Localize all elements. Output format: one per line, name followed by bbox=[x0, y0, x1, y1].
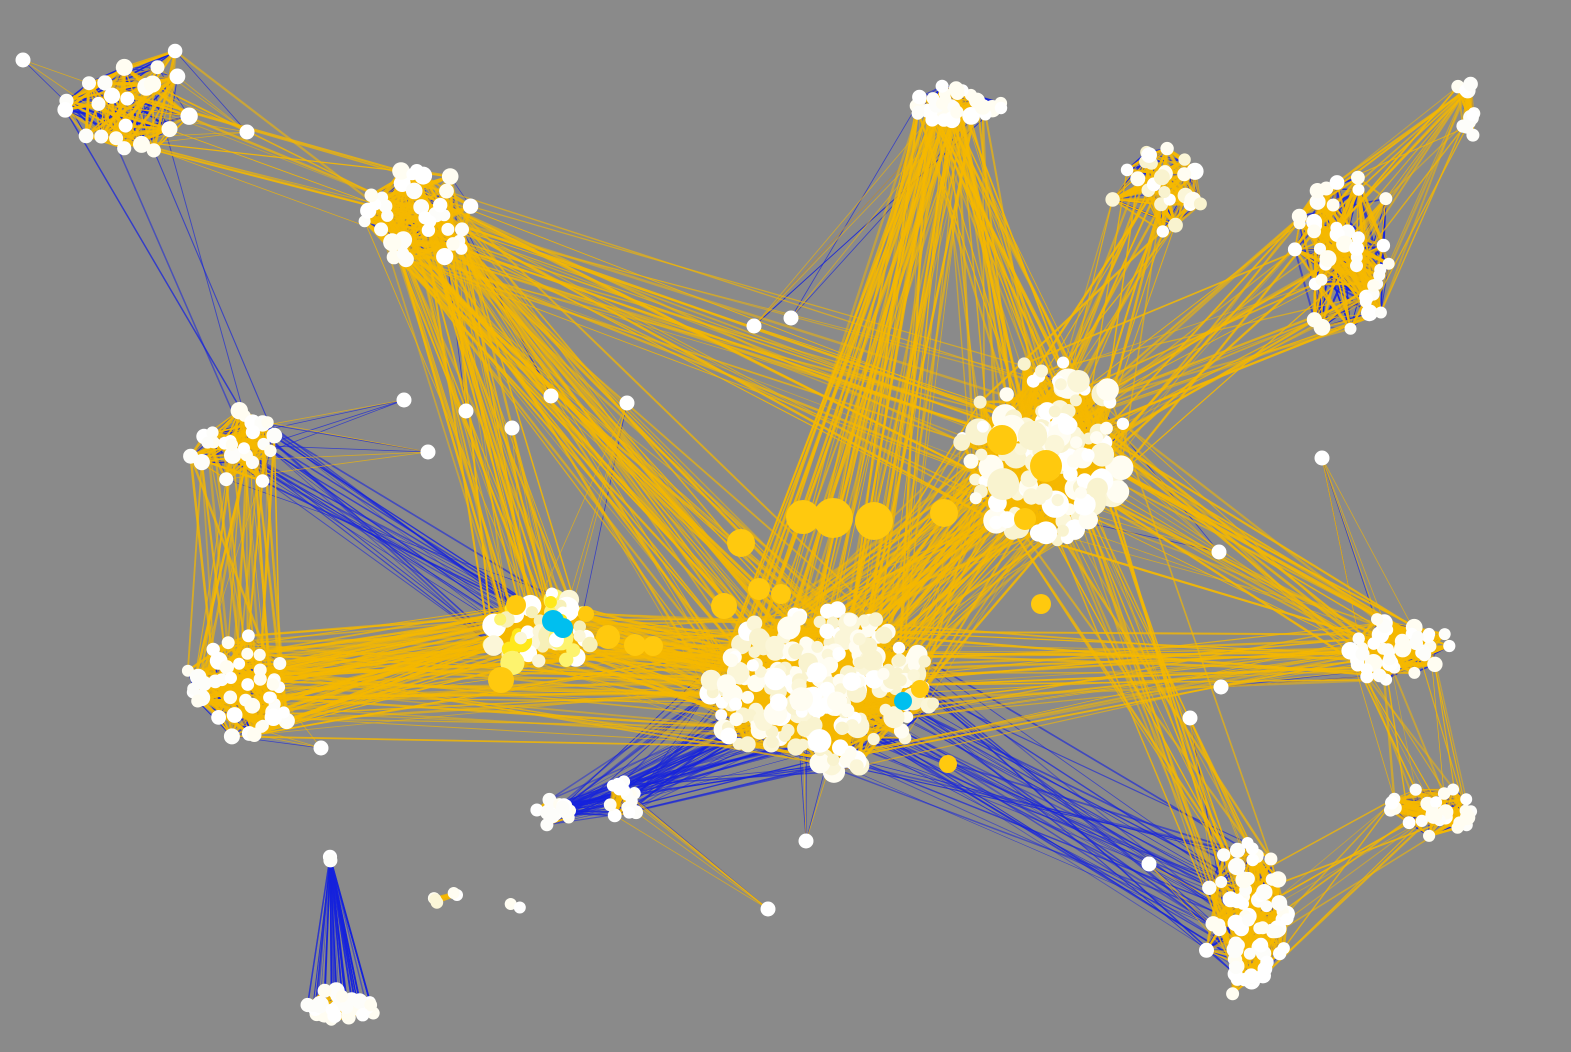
graph-edge bbox=[152, 83, 246, 416]
graph-edge bbox=[628, 764, 832, 814]
graph-edge bbox=[153, 150, 275, 436]
graph-edge bbox=[104, 66, 158, 84]
graph-edge bbox=[329, 860, 353, 1000]
graph-edge bbox=[323, 860, 332, 991]
graph-edge bbox=[851, 725, 1236, 951]
graph-edge bbox=[867, 645, 1259, 901]
graph-edge bbox=[1319, 247, 1358, 259]
graph-edge bbox=[232, 455, 521, 639]
graph-edge bbox=[330, 860, 337, 1007]
graph-edge bbox=[614, 759, 848, 817]
graph-edge bbox=[548, 691, 714, 801]
graph-edge bbox=[329, 860, 356, 1009]
graph-edge bbox=[262, 422, 556, 601]
graph-edge bbox=[85, 75, 178, 137]
graph-edge bbox=[98, 103, 190, 117]
graph-edge bbox=[123, 50, 176, 69]
graph-edge bbox=[315, 860, 331, 1009]
graph-edge bbox=[917, 653, 1258, 858]
graph-edge bbox=[913, 674, 1266, 970]
graph-edge bbox=[1380, 198, 1387, 313]
graph-edge bbox=[100, 82, 106, 137]
graph-edge bbox=[808, 693, 1264, 977]
graph-edge bbox=[88, 82, 127, 127]
graph-edge bbox=[270, 399, 405, 452]
graph-edge bbox=[790, 105, 918, 319]
graph-edge bbox=[1336, 189, 1359, 229]
graph-edge bbox=[879, 689, 1240, 946]
graph-edge bbox=[329, 856, 343, 997]
graph-edge bbox=[168, 50, 177, 130]
graph-edge bbox=[174, 50, 248, 133]
graph-edge bbox=[1313, 230, 1367, 303]
graph-edge bbox=[246, 454, 494, 647]
graph-edge bbox=[64, 109, 246, 417]
graph-edge bbox=[330, 860, 371, 1003]
graph-edge bbox=[923, 686, 1238, 947]
graph-edge bbox=[1112, 161, 1146, 200]
graph-edge bbox=[329, 860, 338, 997]
graph-edge bbox=[100, 75, 179, 138]
graph-edge bbox=[1313, 263, 1327, 320]
graph-edge bbox=[858, 681, 1265, 893]
graph-edge bbox=[1112, 199, 1176, 226]
graph-edge bbox=[857, 725, 1237, 968]
graph-edge bbox=[306, 856, 331, 1006]
graph-edge bbox=[329, 860, 359, 1006]
